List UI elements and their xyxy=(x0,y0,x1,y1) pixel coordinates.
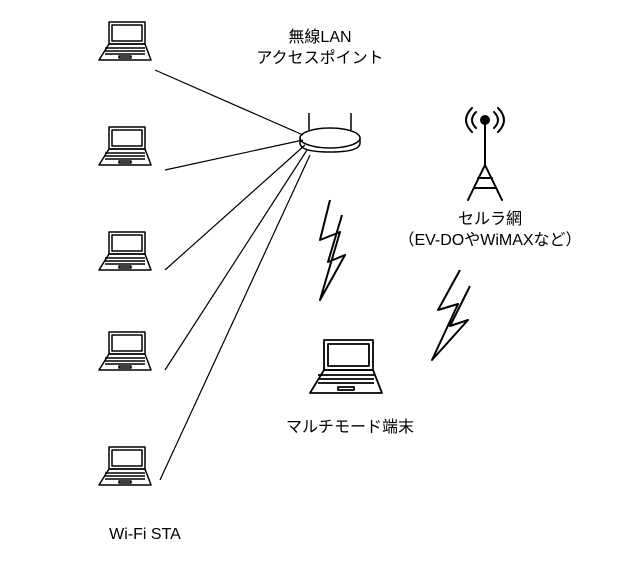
cellular-label-line1: セルラ網 xyxy=(458,211,522,228)
laptop-icon xyxy=(95,443,155,496)
cellular-label: セルラ網 （EV-DOやWiMAXなど） xyxy=(385,210,595,252)
laptop-icon xyxy=(305,335,387,406)
access-point-icon xyxy=(295,110,365,160)
wifi-sta-label: Wi-Fi STA xyxy=(95,525,195,546)
cellular-tower-icon xyxy=(450,100,520,210)
laptop-icon xyxy=(95,228,155,281)
access-point-label-line1: 無線LAN xyxy=(288,29,351,46)
access-point-label-line2: アクセスポイント xyxy=(256,50,383,67)
laptop-icon xyxy=(95,123,155,176)
cellular-label-line2: （EV-DOやWiMAXなど） xyxy=(398,232,581,249)
access-point-label: 無線LAN アクセスポイント xyxy=(240,28,400,70)
multimode-label: マルチモード端末 xyxy=(280,418,420,439)
laptop-icon xyxy=(95,328,155,381)
laptop-icon xyxy=(95,18,155,71)
network-diagram: 無線LAN アクセスポイント セルラ網 （EV-DOやWiMAXなど） マルチモ… xyxy=(0,0,640,567)
